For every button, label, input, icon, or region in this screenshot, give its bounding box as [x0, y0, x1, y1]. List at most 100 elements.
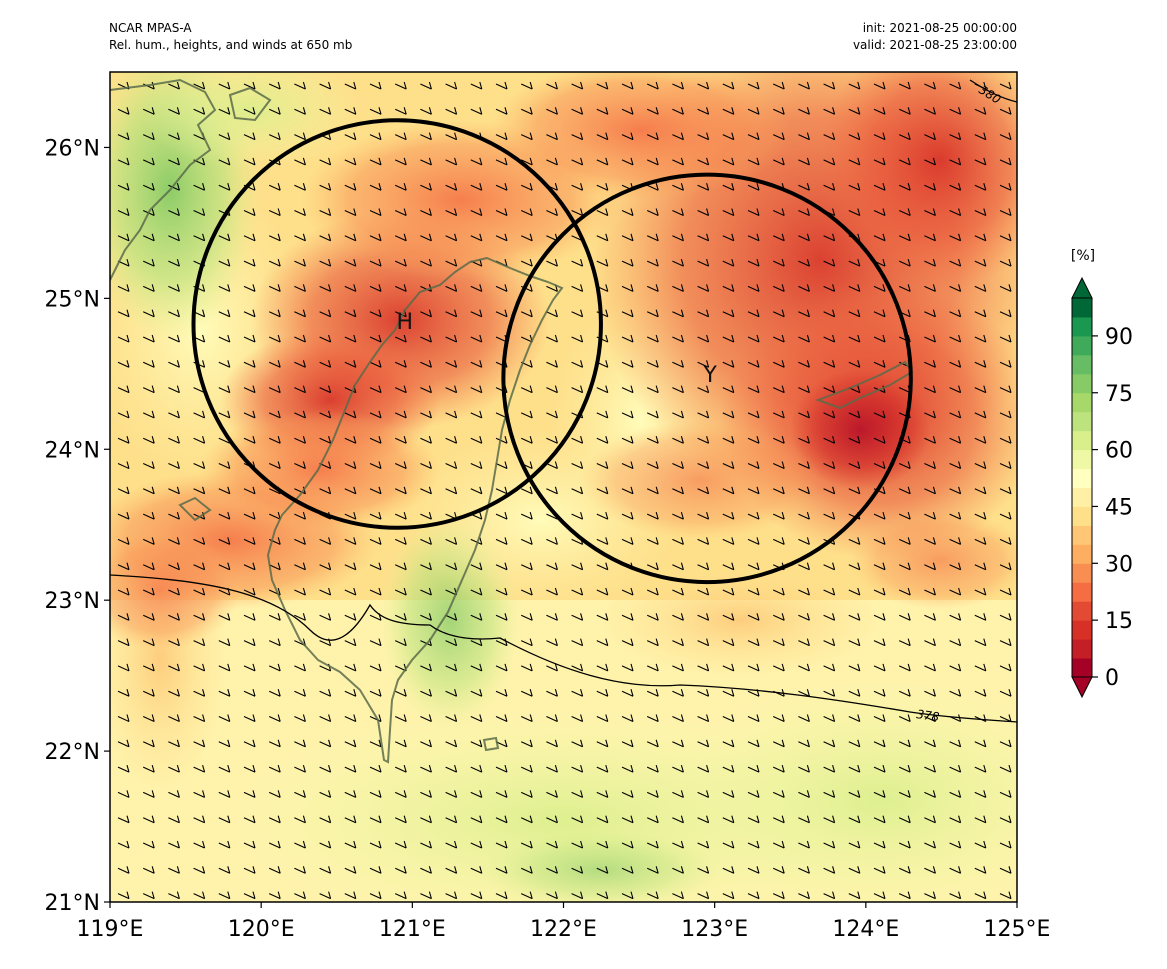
wind-barb [798, 613, 810, 621]
wind-barb [495, 132, 508, 141]
wind-barb [168, 81, 180, 90]
wind-barb [873, 891, 886, 900]
wind-barb [218, 309, 231, 318]
wind-barb [470, 689, 483, 697]
wind-barb [193, 233, 206, 242]
wind-barb [898, 764, 911, 773]
wind-barb [394, 132, 407, 141]
wind-barb [924, 689, 936, 697]
wind-barb [546, 208, 558, 217]
wind-barb [596, 132, 609, 141]
wind-barb [495, 587, 508, 596]
wind-barb [571, 258, 584, 267]
wind-barb [495, 689, 508, 697]
wind-barb [672, 486, 684, 495]
wind-barb [747, 866, 760, 874]
wind-barb [949, 107, 962, 115]
wind-barb [520, 613, 533, 621]
wind-barb [193, 891, 206, 900]
wind-barb [445, 360, 458, 368]
wind-barb [369, 689, 382, 697]
wind-barb [344, 132, 357, 141]
wind-barb [394, 410, 407, 419]
wind-barb [546, 562, 558, 571]
model-name: NCAR MPAS-A [109, 21, 192, 35]
wind-barb [193, 587, 206, 596]
wind-barb [470, 638, 483, 647]
wind-barb [218, 764, 231, 773]
wind-barb [949, 132, 962, 141]
wind-barb [898, 714, 911, 723]
taiwan-coastline [266, 256, 564, 764]
wind-barb [142, 309, 155, 318]
wind-barb [798, 385, 810, 394]
wind-barb [823, 461, 836, 470]
wind-barb [168, 587, 180, 596]
wind-barb [319, 486, 332, 495]
wind-barb [873, 183, 886, 191]
wind-barb [117, 107, 130, 115]
wind-barb [117, 183, 130, 191]
wind-barb [747, 714, 760, 723]
wind-barb [898, 132, 911, 141]
wind-barb [949, 739, 962, 748]
wind-barb [168, 714, 180, 723]
wind-barb [243, 689, 256, 697]
storm-circles: H Y [191, 118, 913, 585]
wind-barb [344, 157, 357, 166]
wind-barb [924, 436, 936, 444]
wind-barb [319, 410, 332, 419]
wind-barb [823, 562, 836, 571]
wind-barb [949, 511, 962, 520]
wind-barb [823, 284, 836, 292]
wind-barb [621, 638, 634, 647]
wind-barb [571, 511, 584, 520]
wind-barb [445, 739, 458, 748]
wind-barb [243, 537, 256, 545]
wind-barb [142, 334, 155, 343]
wind-barb [168, 334, 180, 343]
wind-barb [117, 360, 130, 368]
wind-barb [747, 613, 760, 621]
wind-barb [974, 840, 987, 849]
wind-barb [848, 714, 861, 723]
wind-barb [394, 537, 407, 545]
wind-barb [823, 385, 836, 394]
wind-barb [394, 334, 407, 343]
wind-barb [319, 790, 332, 798]
wind-barb [772, 764, 785, 773]
wind-barb [142, 233, 155, 242]
wind-barb [646, 891, 659, 900]
wind-barb [142, 258, 155, 267]
wind-barb [974, 309, 987, 318]
wind-barb [193, 638, 206, 647]
wind-barb [193, 739, 206, 748]
wind-barb [999, 233, 1012, 242]
wind-barb [319, 233, 332, 242]
wind-barb [394, 689, 407, 697]
wind-barb [873, 840, 886, 849]
wind-barb [294, 815, 306, 824]
wind-barb [142, 891, 155, 900]
wind-barb [344, 739, 357, 748]
wind-barb [495, 866, 508, 874]
wind-barb [722, 562, 735, 571]
wind-barb [672, 840, 684, 849]
wind-barb [294, 840, 306, 849]
wind-barb [898, 183, 911, 191]
wind-barb [445, 461, 458, 470]
wind-barb [369, 385, 382, 394]
wind-barb [898, 461, 911, 470]
wind-barb [243, 486, 256, 495]
wind-barb [646, 157, 659, 166]
wind-barb [596, 183, 609, 191]
wind-barb [798, 511, 810, 520]
wind-barb [772, 587, 785, 596]
wind-barb [420, 81, 432, 90]
wind-barb [369, 790, 382, 798]
wind-barb [924, 360, 936, 368]
wind-barb [420, 537, 432, 545]
wind-barb [546, 638, 558, 647]
wind-barb [268, 739, 281, 748]
wind-barb [974, 689, 987, 697]
